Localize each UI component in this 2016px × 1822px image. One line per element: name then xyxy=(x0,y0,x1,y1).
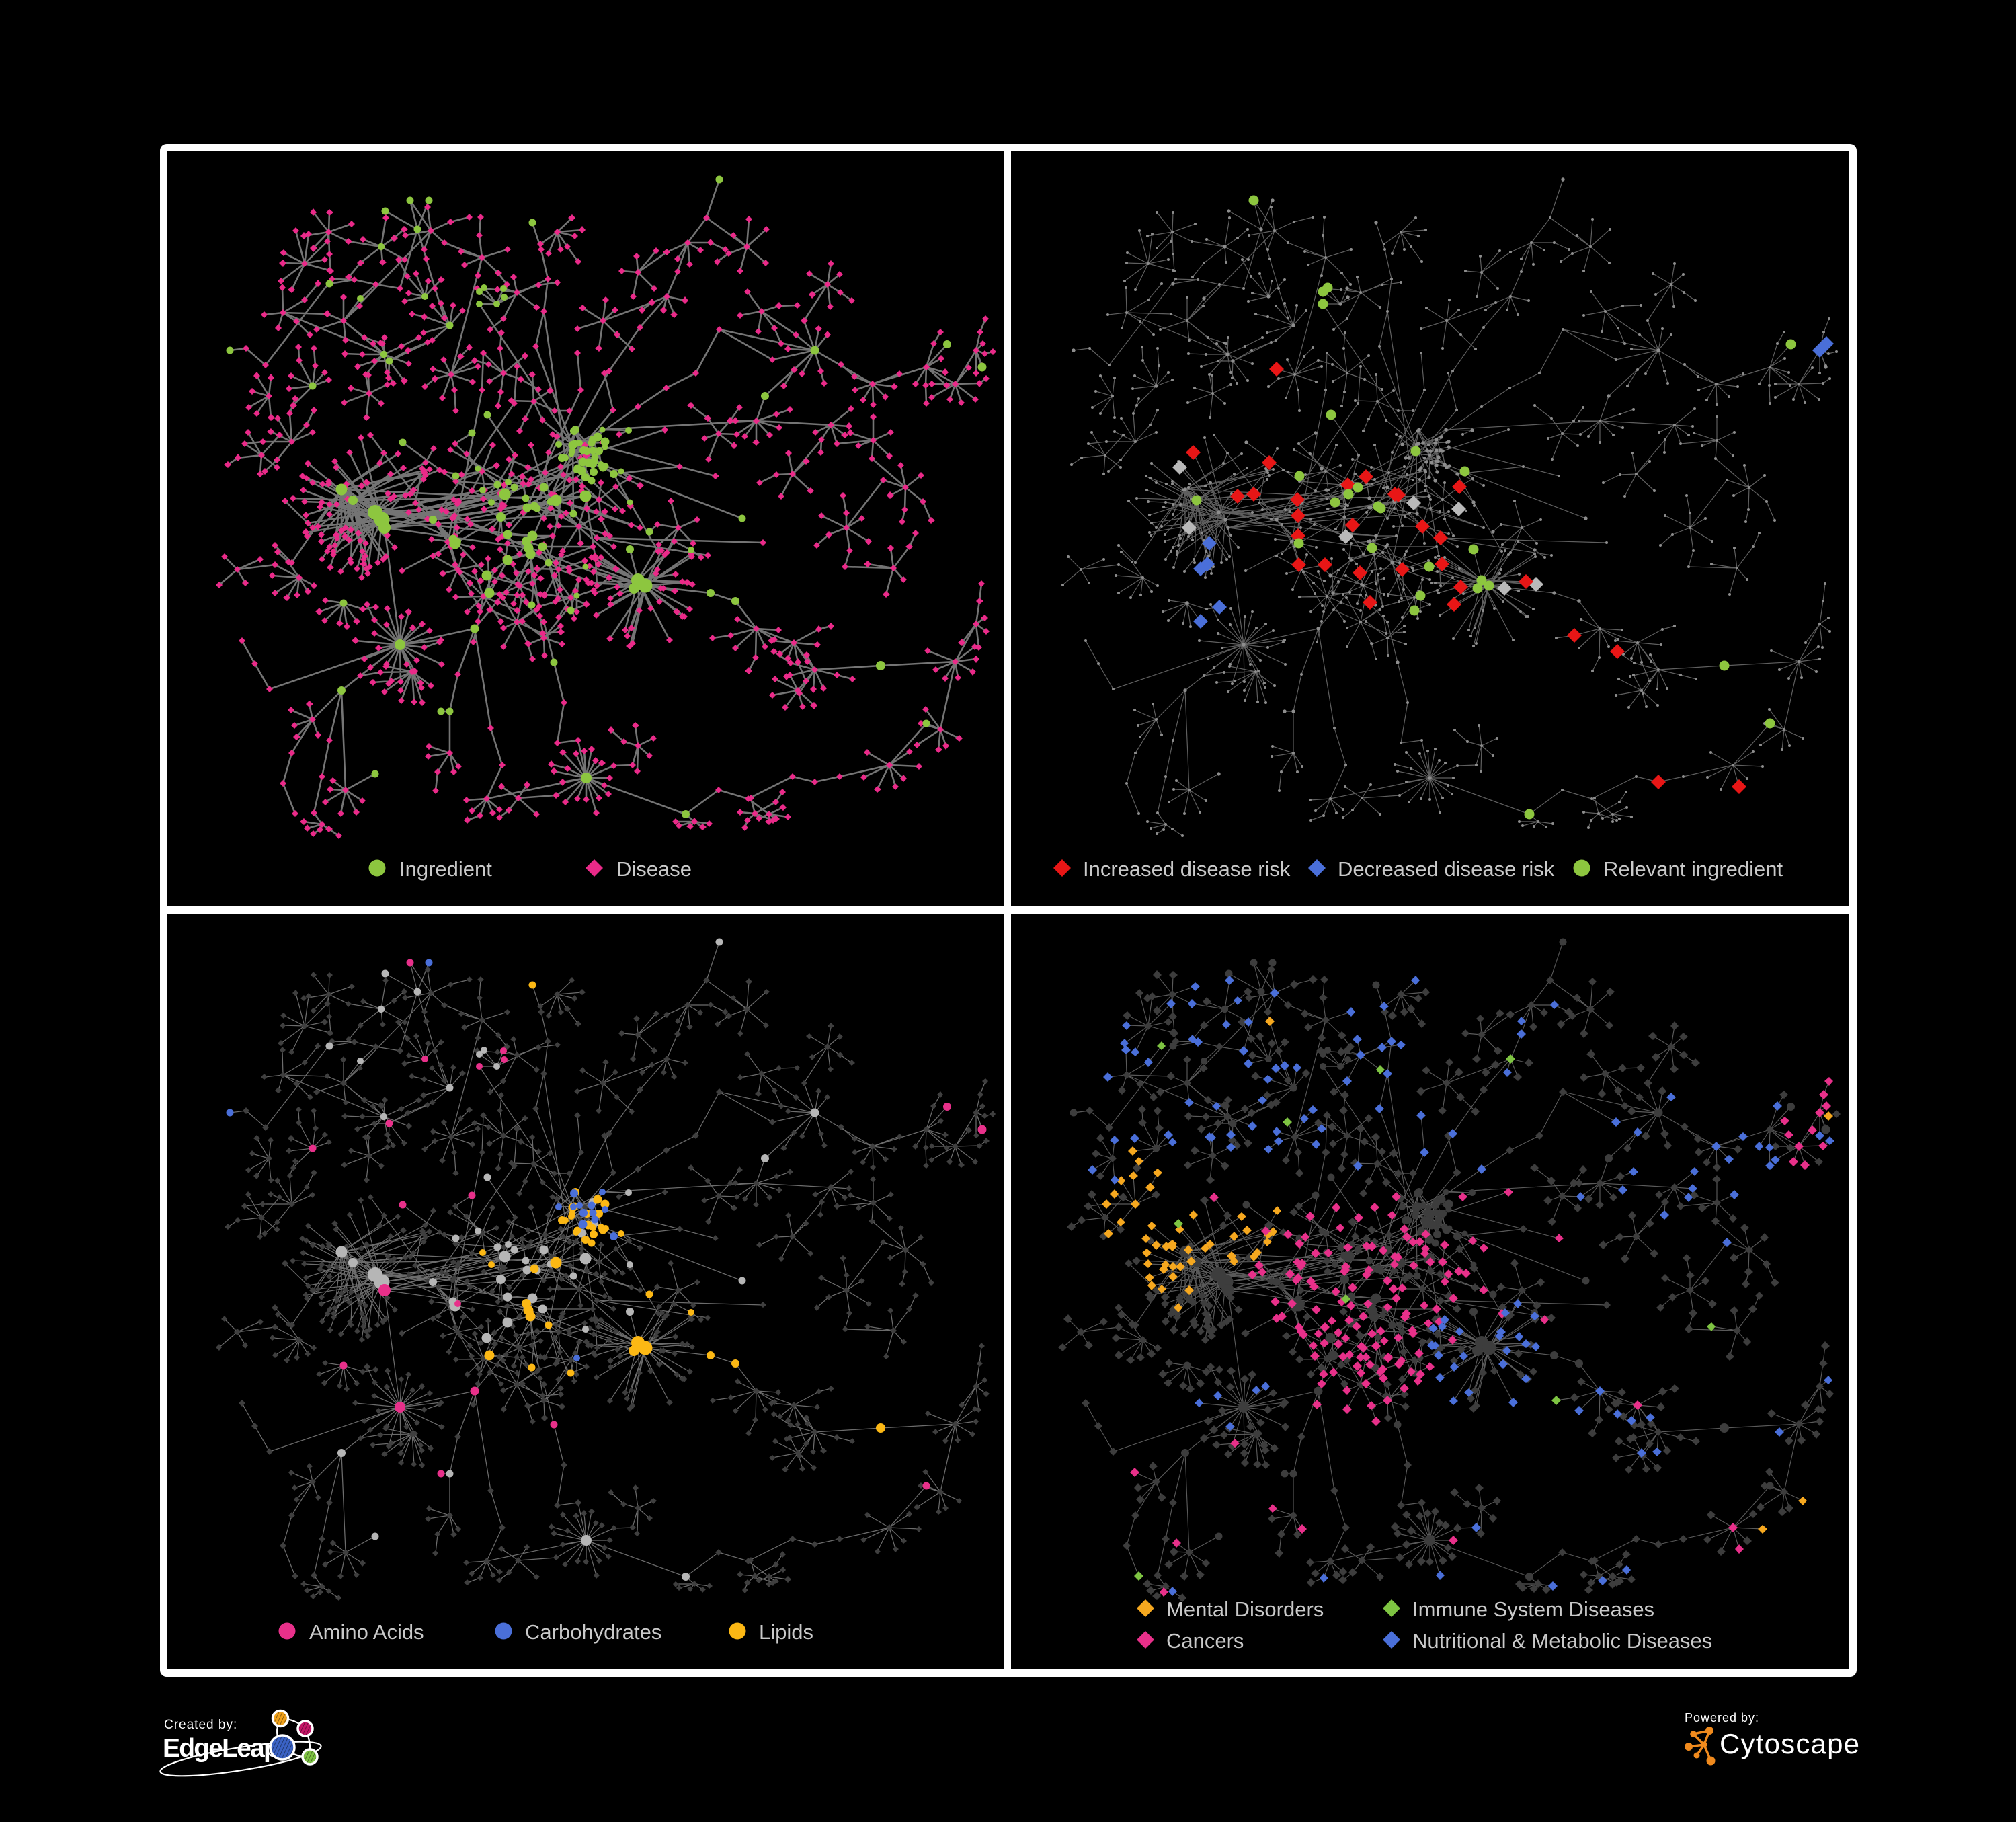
svg-text:Carbohydrates: Carbohydrates xyxy=(525,1620,661,1644)
svg-text:Decreased disease risk: Decreased disease risk xyxy=(1338,857,1555,881)
svg-text:Nutritional & Metabolic Diseas: Nutritional & Metabolic Diseases xyxy=(1412,1629,1712,1653)
svg-text:Increased disease risk: Increased disease risk xyxy=(1083,857,1291,881)
svg-text:Cytoscape: Cytoscape xyxy=(1720,1728,1860,1759)
svg-text:Powered by:: Powered by: xyxy=(1685,1711,1759,1725)
svg-text:EdgeLeap: EdgeLeap xyxy=(163,1734,279,1763)
svg-text:Mental Disorders: Mental Disorders xyxy=(1166,1597,1324,1621)
svg-text:Immune System Diseases: Immune System Diseases xyxy=(1412,1597,1654,1621)
svg-text:Ingredient: Ingredient xyxy=(399,857,492,881)
svg-text:Amino Acids: Amino Acids xyxy=(309,1620,424,1644)
svg-text:Disease: Disease xyxy=(616,857,692,881)
svg-text:Cancers: Cancers xyxy=(1166,1629,1244,1653)
svg-text:Relevant ingredient: Relevant ingredient xyxy=(1603,857,1783,881)
svg-text:Created by:: Created by: xyxy=(164,1718,237,1732)
svg-text:Lipids: Lipids xyxy=(759,1620,813,1644)
